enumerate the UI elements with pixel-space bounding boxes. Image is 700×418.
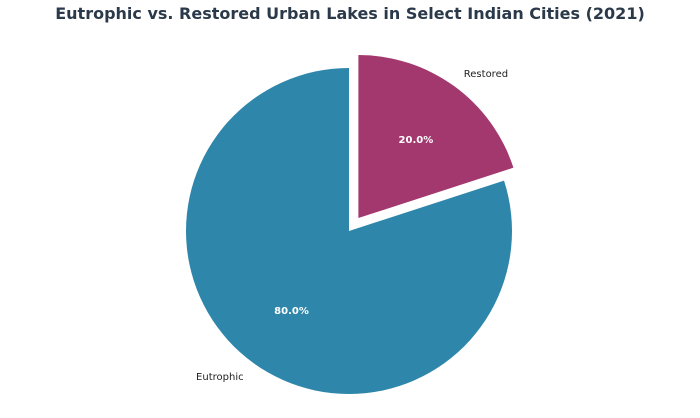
pie-slice-eutrophic bbox=[185, 68, 512, 395]
chart-title: Eutrophic vs. Restored Urban Lakes in Se… bbox=[55, 4, 645, 23]
percent-label-eutrophic: 80.0% bbox=[274, 306, 309, 317]
category-label-eutrophic: Eutrophic bbox=[196, 372, 244, 383]
percent-label-restored: 20.0% bbox=[399, 135, 434, 146]
pie-slice-restored bbox=[358, 55, 514, 219]
category-label-restored: Restored bbox=[464, 69, 508, 80]
